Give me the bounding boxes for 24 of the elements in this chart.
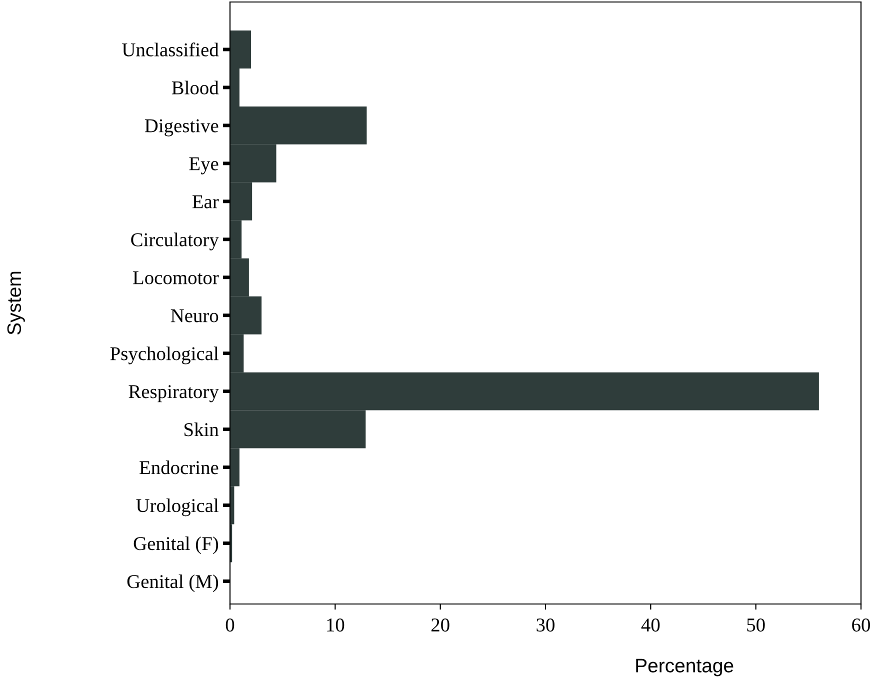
y-tick-label: Circulatory [131, 232, 219, 250]
y-tick-label: Ear [192, 195, 219, 208]
y-tick-label: Urological [136, 498, 218, 516]
y-axis-title: System [7, 272, 25, 335]
y-tick-label: Blood [172, 80, 219, 94]
y-tick-label: Respiratory [128, 385, 219, 402]
y-tick-label: Genital (F) [134, 536, 218, 554]
x-tick-label: 30 [536, 618, 554, 632]
x-tick-label: 0 [226, 618, 234, 632]
y-tick-label: Locomotor [133, 271, 219, 284]
y-tick-label: Psychological [110, 346, 218, 364]
y-tick-label: Endocrine [140, 460, 218, 474]
y-tick-label: Genital (M) [127, 574, 218, 592]
x-tick-label: 10 [327, 618, 344, 632]
x-tick-label: 50 [747, 618, 765, 632]
y-tick-label: Eye [189, 157, 218, 174]
y-tick-label: Unclassified [122, 42, 219, 56]
y-tick-label: Digestive [144, 119, 218, 136]
y-tick-label: Skin [184, 422, 219, 436]
x-tick-label: 20 [431, 618, 450, 632]
x-tick-label: 40 [641, 618, 660, 632]
x-axis-title: Percentage [636, 658, 734, 676]
y-tick-label: Neuro [170, 309, 218, 322]
x-tick-label: 60 [852, 618, 870, 632]
